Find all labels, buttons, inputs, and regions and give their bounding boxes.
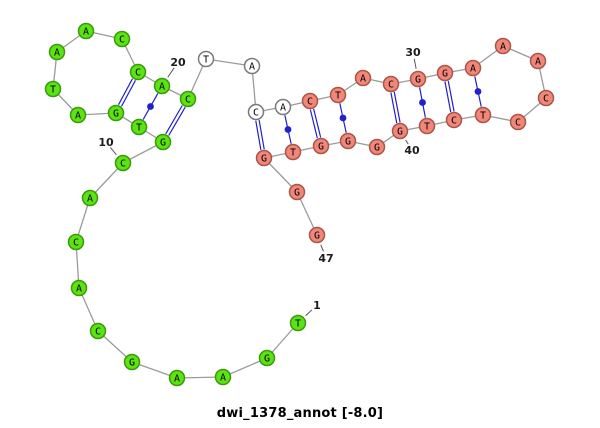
nucleotide-35-C[interactable] bbox=[537, 89, 555, 107]
nucleotide-37-T[interactable] bbox=[474, 106, 492, 124]
base-pair-double-line bbox=[120, 80, 137, 107]
nucleotide-24-C[interactable] bbox=[247, 103, 265, 121]
nucleotide-1-T[interactable] bbox=[289, 314, 307, 332]
nucleotide-8-C[interactable] bbox=[67, 233, 85, 251]
nucleotide-30-G[interactable] bbox=[409, 70, 427, 88]
nucleotide-18-C[interactable] bbox=[113, 30, 131, 48]
base-pair-double-line bbox=[393, 91, 401, 123]
nucleotide-32-A[interactable] bbox=[464, 59, 482, 77]
nucleotide-10-C[interactable] bbox=[114, 154, 132, 172]
position-tick bbox=[167, 67, 175, 78]
nucleotide-23-A[interactable] bbox=[243, 57, 261, 75]
nucleotide-31-G[interactable] bbox=[436, 64, 454, 82]
nucleotide-17-A[interactable] bbox=[77, 22, 95, 40]
nucleotide-3-A[interactable] bbox=[214, 368, 232, 386]
position-tick bbox=[405, 139, 409, 145]
nucleotide-28-A[interactable] bbox=[354, 69, 372, 87]
nucleotide-29-C[interactable] bbox=[382, 75, 400, 93]
position-label-47: 47 bbox=[318, 252, 333, 265]
base-pair-double-line bbox=[168, 106, 186, 136]
nucleotide-21-C[interactable] bbox=[179, 90, 197, 108]
nucleotide-43-G[interactable] bbox=[312, 137, 330, 155]
base-pair-dot bbox=[147, 103, 154, 110]
position-label-40: 40 bbox=[404, 144, 420, 157]
base-pair-double-line bbox=[447, 80, 455, 112]
nucleotide-42-G[interactable] bbox=[339, 132, 357, 150]
nucleotide-40-G[interactable] bbox=[391, 122, 409, 140]
base-pair-double-line bbox=[117, 78, 134, 105]
nucleotide-26-C[interactable] bbox=[301, 92, 319, 110]
diagram-title: dwi_1378_annot [-8.0] bbox=[216, 406, 384, 421]
nucleotide-47-G[interactable] bbox=[308, 226, 326, 244]
nucleotide-33-A[interactable] bbox=[494, 37, 512, 55]
nucleotide-15-T[interactable] bbox=[44, 80, 62, 98]
nucleotide-34-A[interactable] bbox=[529, 52, 547, 70]
nucleotide-6-C[interactable] bbox=[89, 322, 107, 340]
base-pair-double-line bbox=[390, 92, 398, 124]
position-label-30: 30 bbox=[405, 46, 421, 59]
nucleotide-46-G[interactable] bbox=[288, 183, 306, 201]
position-tick bbox=[320, 244, 324, 252]
nucleotide-2-G[interactable] bbox=[258, 349, 276, 367]
position-tick bbox=[413, 58, 417, 69]
nucleotide-11-G[interactable] bbox=[154, 133, 172, 151]
nucleotide-7-A[interactable] bbox=[70, 279, 88, 297]
nucleotide-41-G[interactable] bbox=[368, 138, 386, 156]
base-pair-double-line bbox=[309, 109, 318, 139]
nucleotide-12-T[interactable] bbox=[130, 118, 148, 136]
base-pair-dot bbox=[419, 99, 426, 106]
position-label-1: 1 bbox=[313, 299, 321, 312]
base-pair-double-line bbox=[313, 108, 322, 138]
nucleotide-27-T[interactable] bbox=[329, 86, 347, 104]
position-label-10: 10 bbox=[98, 136, 114, 149]
base-pair-double-line bbox=[255, 120, 262, 151]
base-pair-double-line bbox=[258, 119, 265, 150]
nucleotide-25-A[interactable] bbox=[274, 98, 292, 116]
position-tick bbox=[110, 147, 117, 156]
nucleotide-16-A[interactable] bbox=[48, 43, 66, 61]
base-pair-dot bbox=[339, 114, 347, 122]
nucleotide-13-G[interactable] bbox=[107, 104, 125, 122]
nucleotide-44-T[interactable] bbox=[284, 143, 302, 161]
nucleotide-14-A[interactable] bbox=[69, 106, 87, 124]
nucleotide-36-C[interactable] bbox=[509, 113, 527, 131]
nucleotide-22-T[interactable] bbox=[197, 50, 215, 68]
nucleotide-39-T[interactable] bbox=[418, 117, 436, 135]
nucleotide-45-G[interactable] bbox=[255, 149, 273, 167]
base-pair-double-line bbox=[444, 81, 452, 113]
position-label-20: 20 bbox=[170, 56, 186, 69]
position-tick bbox=[305, 309, 313, 317]
base-pair-double-line bbox=[165, 105, 183, 135]
base-pair-dot bbox=[284, 126, 292, 133]
base-pair-dot bbox=[474, 88, 482, 95]
nucleotide-19-C[interactable] bbox=[129, 63, 147, 81]
nucleotide-20-A[interactable] bbox=[153, 77, 171, 95]
nucleotide-4-A[interactable] bbox=[168, 369, 186, 387]
nucleotide-5-G[interactable] bbox=[123, 353, 141, 371]
nucleotide-9-A[interactable] bbox=[81, 189, 99, 207]
nucleotide-38-C[interactable] bbox=[445, 111, 463, 129]
